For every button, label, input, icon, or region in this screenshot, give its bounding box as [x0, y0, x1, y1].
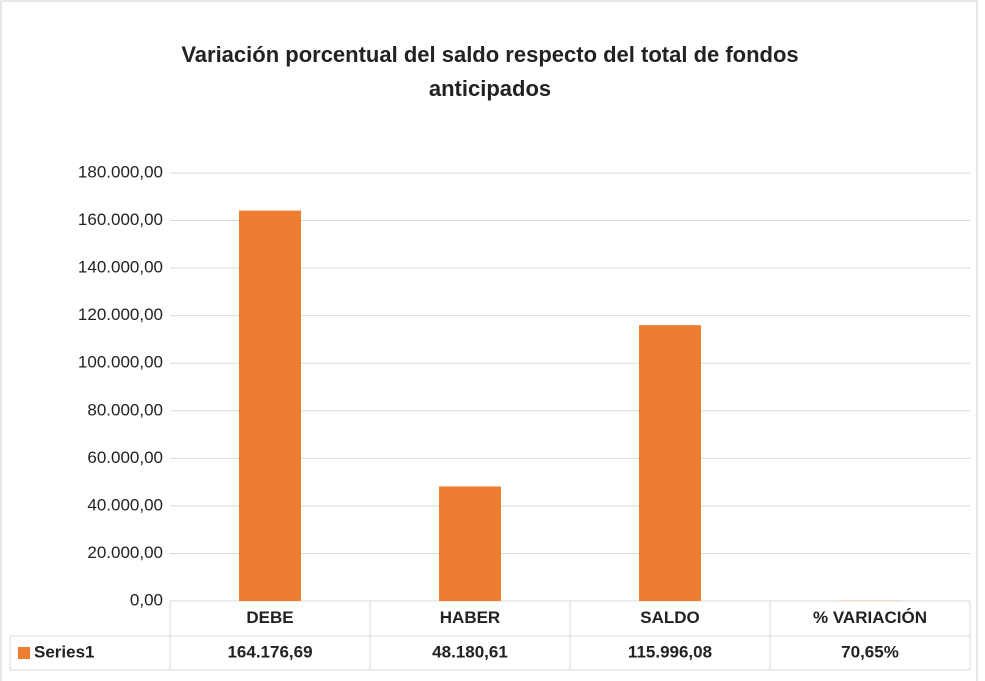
- data-table-value: 70,65%: [841, 642, 899, 661]
- y-tick-label: 100.000,00: [78, 353, 163, 372]
- y-tick-label: 40.000,00: [87, 495, 163, 514]
- y-tick-label: 140.000,00: [78, 258, 163, 277]
- category-label: HABER: [440, 608, 500, 627]
- chart-title: Variación porcentual del saldo respecto …: [181, 42, 799, 101]
- y-tick-label: 180.000,00: [78, 162, 163, 181]
- y-tick-label: 0,00: [130, 590, 163, 609]
- category-label: DEBE: [246, 608, 293, 627]
- bar: [239, 210, 301, 601]
- data-table-value: 115.996,08: [628, 642, 712, 661]
- legend-label: Series1: [34, 642, 95, 661]
- data-table-value: 48.180,61: [432, 642, 508, 661]
- data-table-value: 164.176,69: [227, 642, 312, 661]
- y-tick-label: 60.000,00: [87, 448, 163, 467]
- bar: [439, 486, 501, 601]
- bar: [639, 325, 701, 601]
- category-label: SALDO: [640, 608, 700, 627]
- y-tick-label: 120.000,00: [78, 305, 163, 324]
- category-label: % VARIACIÓN: [813, 608, 927, 627]
- legend-swatch: [18, 647, 30, 659]
- y-tick-label: 20.000,00: [87, 543, 163, 562]
- y-tick-label: 80.000,00: [87, 400, 163, 419]
- y-tick-label: 160.000,00: [78, 210, 163, 229]
